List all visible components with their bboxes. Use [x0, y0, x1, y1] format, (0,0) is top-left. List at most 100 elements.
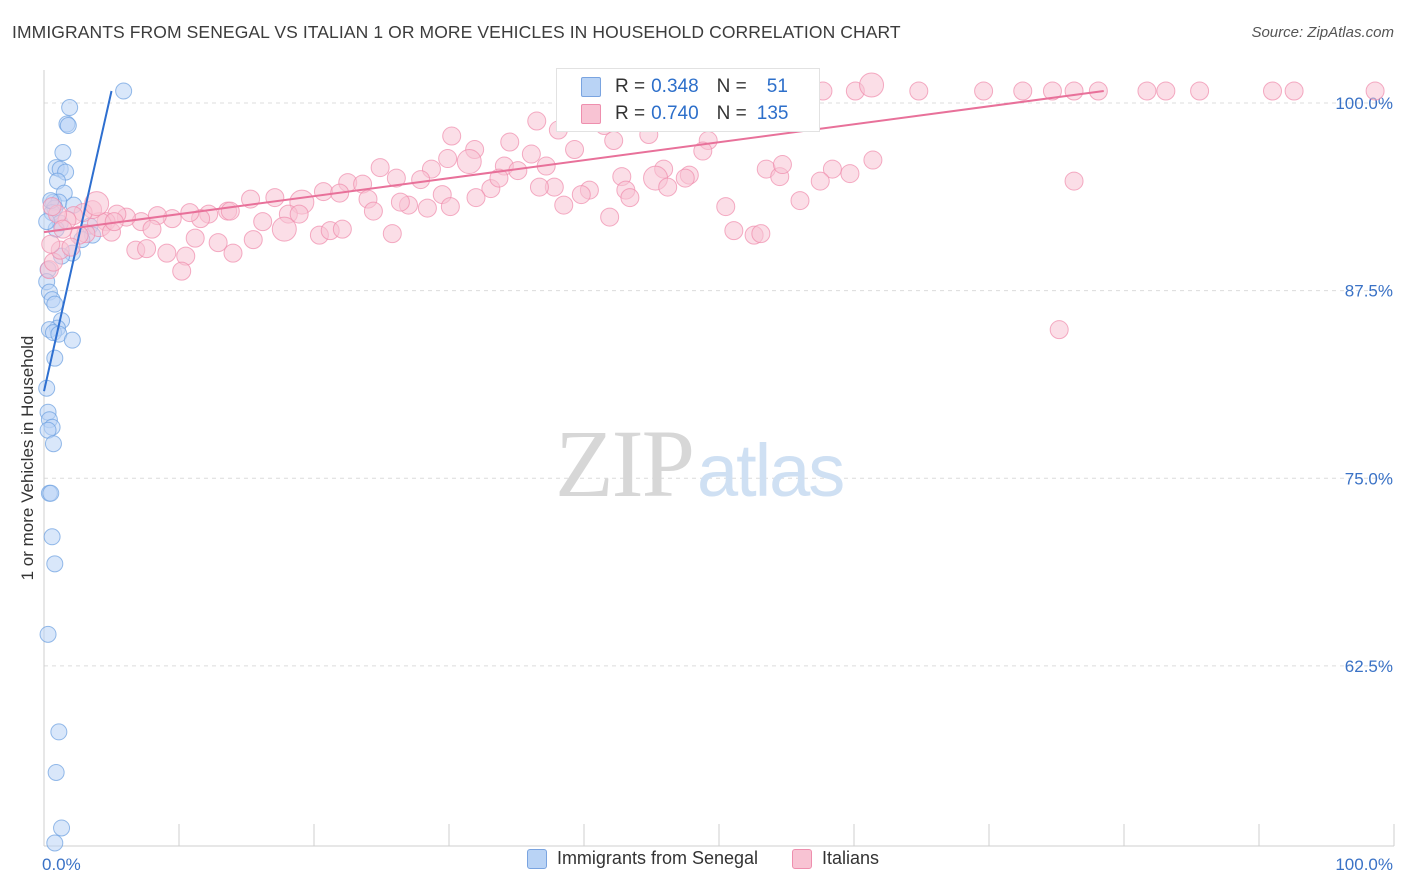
- italians-point: [724, 221, 744, 241]
- italians-point: [417, 198, 437, 218]
- italians-point: [438, 149, 458, 169]
- italians-point: [208, 233, 228, 253]
- italians-point: [1049, 320, 1069, 340]
- italians-point: [658, 177, 678, 197]
- stats-n-label: N =: [716, 76, 747, 97]
- italians-point: [751, 224, 771, 244]
- italians-point: [223, 243, 243, 263]
- stats-box: R = 0.348 N = 51 R = 0.740 N = 135: [556, 68, 820, 132]
- italians-point: [42, 197, 62, 217]
- stats-swatch-senegal: [581, 77, 601, 97]
- italians-point: [440, 197, 460, 217]
- senegal-point: [61, 99, 79, 117]
- senegal-point: [42, 484, 60, 502]
- italians-trend-line: [43, 90, 1104, 234]
- legend: Immigrants from Senegal Italians: [0, 848, 1406, 869]
- italians-point: [772, 155, 792, 175]
- italians-point: [790, 191, 810, 211]
- italians-point: [1013, 81, 1033, 101]
- italians-point: [489, 168, 509, 188]
- italians-point: [84, 191, 110, 217]
- italians-point: [1190, 81, 1210, 101]
- italians-point: [172, 261, 192, 281]
- italians-point: [1042, 81, 1062, 101]
- senegal-point: [46, 555, 64, 573]
- italians-point: [313, 182, 333, 202]
- italians-point: [265, 188, 285, 208]
- italians-point: [1284, 81, 1304, 101]
- senegal-point: [115, 82, 133, 100]
- senegal-point: [53, 819, 71, 837]
- senegal-point: [44, 435, 62, 453]
- italians-point: [390, 192, 410, 212]
- italians-point: [1365, 81, 1385, 101]
- stats-n-value: 51: [766, 76, 788, 97]
- senegal-point: [43, 528, 61, 546]
- italians-point: [142, 219, 162, 239]
- italians-point: [220, 201, 240, 221]
- italians-point: [527, 111, 547, 131]
- senegal-point: [47, 763, 65, 781]
- y-tick-label: 87.5%: [1345, 282, 1393, 301]
- stats-r-label: R =: [615, 76, 646, 97]
- x-tick-label: 0.0%: [42, 855, 81, 874]
- italians-point: [1156, 81, 1176, 101]
- italians-point: [137, 239, 157, 259]
- italians-point: [571, 185, 591, 205]
- stats-n-label: N =: [716, 103, 747, 124]
- italians-point: [386, 168, 406, 188]
- legend-label-senegal: Immigrants from Senegal: [556, 848, 759, 868]
- italians-point: [1064, 81, 1084, 101]
- italians-point: [863, 150, 883, 170]
- legend-label-italians: Italians: [822, 848, 880, 868]
- y-tick-label: 62.5%: [1345, 657, 1393, 676]
- senegal-point: [50, 723, 68, 741]
- y-axis-title: 1 or more Vehicles in Household: [18, 335, 37, 581]
- italians-point: [565, 140, 585, 160]
- chart-title: IMMIGRANTS FROM SENEGAL VS ITALIAN 1 OR …: [12, 22, 901, 42]
- italians-point: [909, 81, 929, 101]
- italians-point: [600, 207, 620, 227]
- italians-point: [675, 168, 695, 188]
- source-label: Source: ZipAtlas.com: [1251, 24, 1394, 41]
- italians-point: [289, 204, 309, 224]
- italians-point: [363, 201, 383, 221]
- italians-point: [411, 170, 431, 190]
- senegal-point: [54, 144, 72, 162]
- italians-point: [1263, 81, 1282, 101]
- legend-item-senegal[interactable]: Immigrants from Senegal: [526, 848, 759, 869]
- italians-point: [185, 228, 205, 248]
- italians-point: [271, 216, 297, 242]
- stats-r-value: 0.348: [651, 76, 699, 97]
- italians-point: [822, 159, 842, 179]
- italians-point: [554, 195, 574, 215]
- legend-item-italians[interactable]: Italians: [792, 848, 879, 869]
- italians-point: [521, 144, 541, 164]
- italians-point: [1064, 171, 1084, 191]
- stats-r-value: 0.740: [651, 103, 699, 124]
- italians-point: [810, 171, 830, 191]
- senegal-point: [59, 117, 77, 135]
- italians-point: [693, 141, 713, 161]
- legend-swatch-senegal: [526, 848, 547, 869]
- italians-point: [500, 132, 520, 152]
- senegal-point: [63, 331, 81, 349]
- stats-swatch-italians: [581, 104, 601, 124]
- senegal-point: [39, 625, 57, 643]
- italians-point: [974, 81, 994, 101]
- italians-point: [716, 197, 736, 217]
- senegal-point: [46, 295, 64, 313]
- italians-point: [620, 188, 640, 208]
- italians-point: [859, 72, 885, 98]
- italians-point: [382, 224, 402, 244]
- italians-point: [253, 212, 273, 232]
- stats-n-value: 135: [756, 103, 789, 124]
- senegal-point: [46, 834, 64, 852]
- italians-point: [604, 131, 624, 151]
- y-tick-label: 75.0%: [1345, 469, 1393, 488]
- italians-point: [41, 234, 61, 254]
- italians-point: [442, 126, 462, 146]
- stats-r-label: R =: [615, 103, 646, 124]
- italians-point: [157, 243, 177, 263]
